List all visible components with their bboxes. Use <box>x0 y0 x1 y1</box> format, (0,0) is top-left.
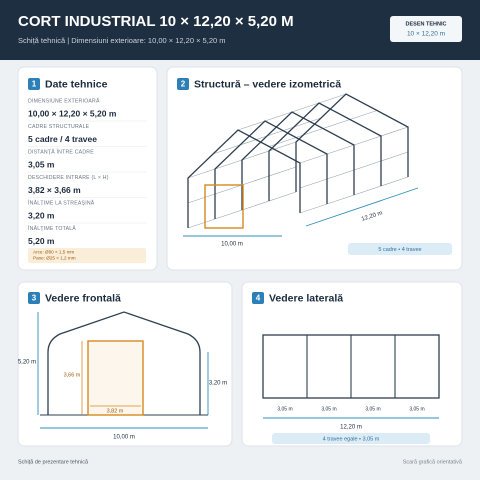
total-height-label: 5,20 m <box>18 360 36 366</box>
panel <box>241 281 463 447</box>
spec-label: DESCHIDERE INTRARE (L × H) <box>28 175 109 181</box>
length-label: 12,20 m <box>340 425 362 431</box>
bay-label: 3,05 m <box>409 406 424 412</box>
footer-right: Scară grafică orientativă <box>403 459 463 465</box>
spec-label: ÎNĂLȚIME LA STREAȘINĂ <box>27 199 95 206</box>
panel-title: Vedere frontală <box>45 292 121 304</box>
spec-value: 3,20 m <box>28 210 55 220</box>
note: Pane: Ø25 × 1,2 mm <box>33 256 76 261</box>
door-height-label: 3,66 m <box>64 372 81 378</box>
spec-value: 3,05 m <box>28 159 55 169</box>
spec-label: CADRE STRUCTURALE <box>28 124 90 130</box>
spec-value: 10,00 × 12,20 × 5,20 m <box>28 108 117 118</box>
frame <box>295 93 409 192</box>
side-view: 3,05 m 3,05 m 3,05 m 3,05 m <box>262 334 440 412</box>
panel-title: Structură – vedere izometrică <box>194 78 341 90</box>
panel-number: 1 <box>32 80 37 89</box>
panel-number-badge <box>177 78 189 90</box>
note: Arce: Ø80 × 1,5 mm <box>33 250 74 255</box>
panel-number-badge <box>28 292 40 304</box>
badge-label: DESEN TEHNIC <box>406 21 447 27</box>
dimension-line <box>305 187 419 227</box>
panel <box>17 66 158 271</box>
badge-value: 10 × 12,20 m <box>407 31 445 38</box>
badge-text: 5 cadre • 4 travee <box>378 247 421 253</box>
spec-label: DISTANȚĂ ÎNTRE CADRE <box>28 148 94 155</box>
bay-label: 3,05 m <box>365 406 380 412</box>
spec-label: ÎNĂLȚIME TOTALĂ <box>27 225 76 232</box>
panel-title: Vedere laterală <box>269 292 343 304</box>
spec-value: 5,20 m <box>28 236 55 246</box>
panel-title: Date tehnice <box>45 78 108 90</box>
badge-text: 4 travee egale • 3,05 m <box>323 436 380 442</box>
spec-value: 3,82 × 3,66 m <box>28 185 81 195</box>
title: CORT INDUSTRIAL 10 × 12,20 × 5,20 M <box>18 13 294 30</box>
bay-label: 3,05 m <box>277 406 292 412</box>
header-badge <box>390 16 462 42</box>
door <box>204 184 244 229</box>
spec-value: 5 cadre / 4 travee <box>28 134 97 144</box>
width-label: 10,00 m <box>113 435 135 441</box>
panel-number-badge <box>252 292 264 304</box>
bay-label: 3,05 m <box>321 406 336 412</box>
spec-label: DIMENSIUNE EXTERIOARĂ <box>28 97 100 104</box>
door-width-label: 3,82 m <box>107 408 124 414</box>
door <box>87 340 144 416</box>
badge <box>348 243 452 255</box>
eave-height-label: 3,20 m <box>209 381 227 387</box>
panel-number: 3 <box>32 294 37 303</box>
note-box <box>28 248 146 263</box>
frame <box>268 102 382 201</box>
panel-number: 2 <box>181 80 186 89</box>
width-label: 10,00 m <box>221 242 243 248</box>
frame <box>241 111 355 210</box>
front-frame <box>47 311 201 415</box>
panel <box>166 66 463 271</box>
badge <box>272 433 430 444</box>
spec-list: DIMENSIUNE EXTERIOARĂ 10,00 × 12,20 × 5,2… <box>27 97 147 246</box>
frame <box>187 129 301 228</box>
panel-number-badge <box>28 78 40 90</box>
footer-left: Schiță de prezentare tehnică <box>18 459 89 465</box>
panel-number: 4 <box>256 294 261 303</box>
subtitle: Schiță tehnică | Dimensiuni exterioare: … <box>18 36 226 45</box>
